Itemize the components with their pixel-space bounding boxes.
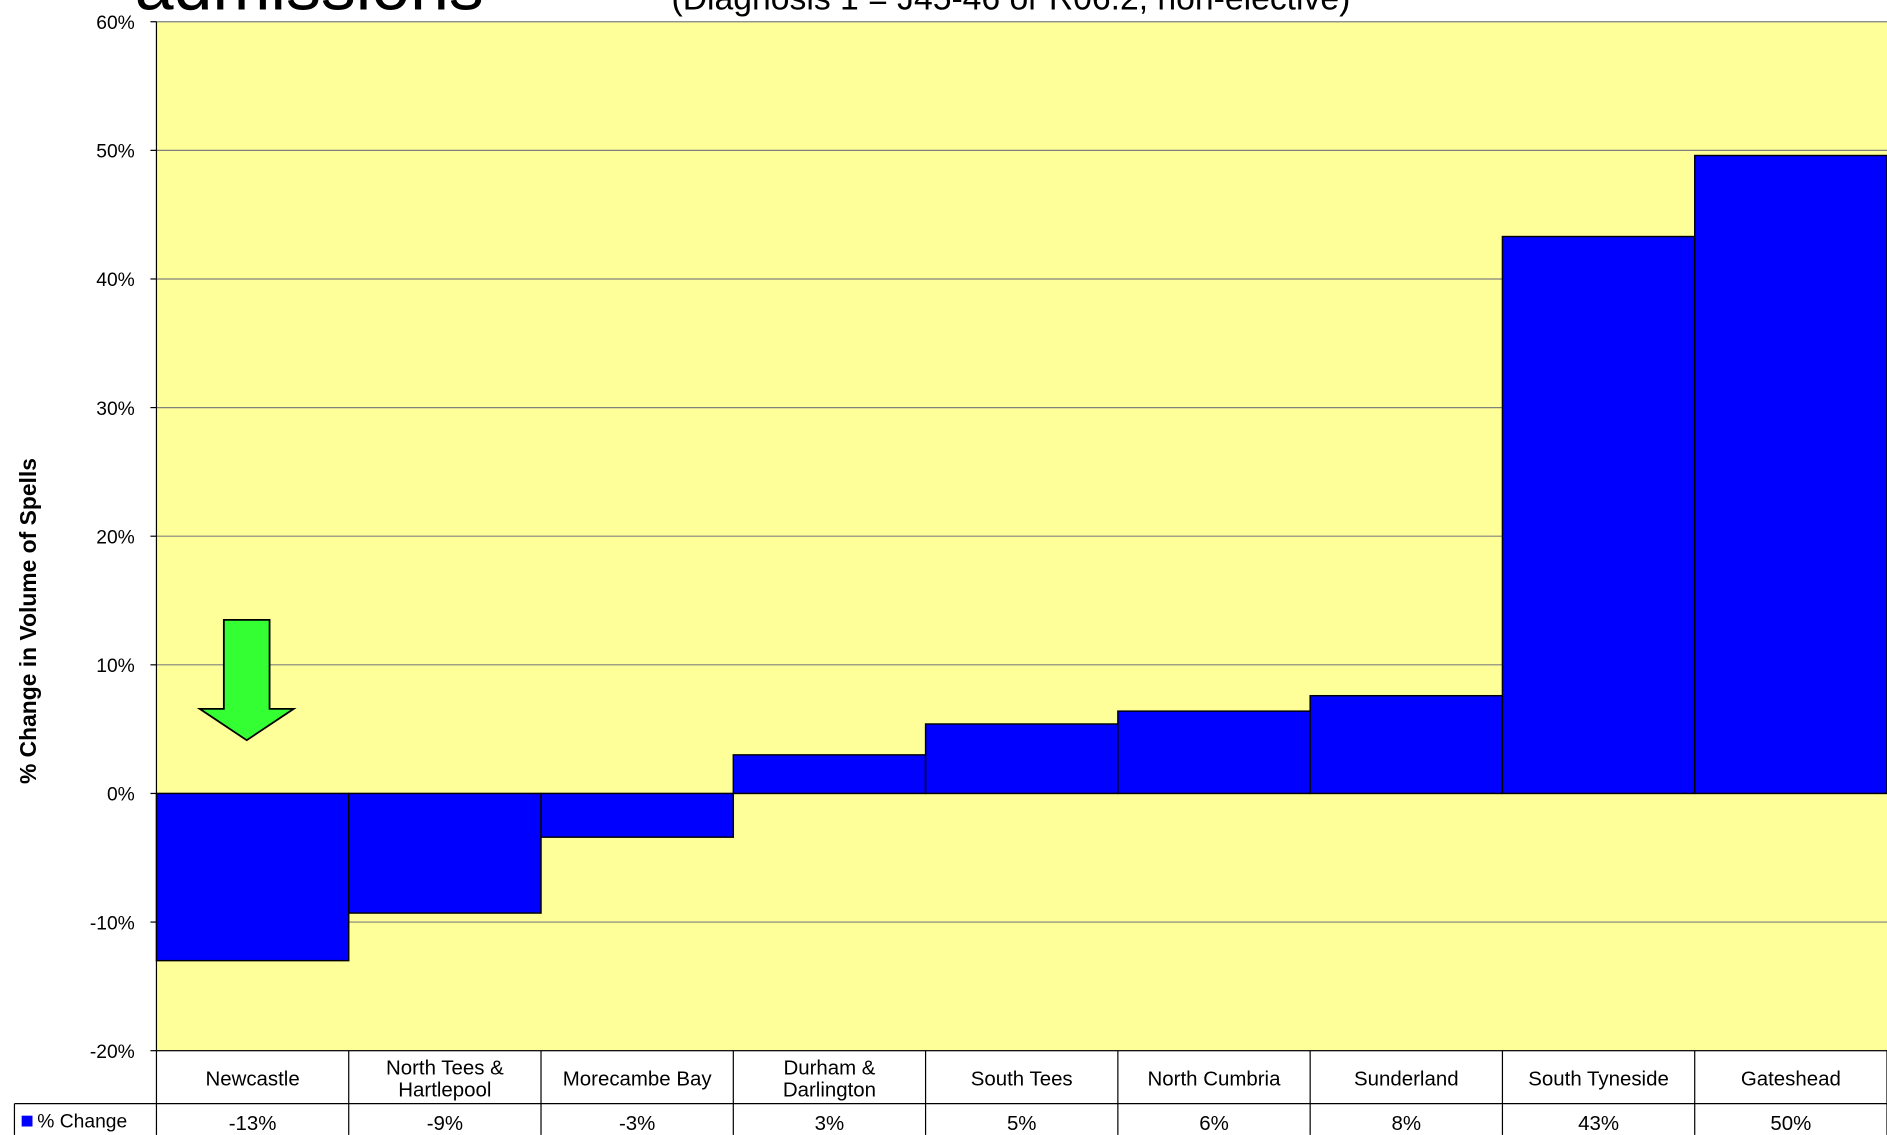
chart-title: admissions <box>135 0 484 25</box>
value-label: 43% <box>1578 1112 1619 1135</box>
bar <box>155 792 350 962</box>
arrow-annotation <box>196 618 297 742</box>
x-tick-label: Morecambe Bay <box>563 1068 713 1091</box>
legend-label: % Change <box>37 1112 127 1133</box>
bar <box>1117 710 1311 795</box>
y-tick-label: 30% <box>96 399 135 420</box>
x-tick-label: Sunderland <box>1354 1068 1459 1091</box>
bar <box>732 754 927 795</box>
y-tick-label: 60% <box>96 13 135 34</box>
bar <box>1501 235 1696 795</box>
y-tick-label: 20% <box>96 527 135 548</box>
x-tick-label: South Tyneside <box>1528 1068 1669 1091</box>
value-label: 5% <box>1007 1112 1037 1135</box>
bar <box>348 792 542 914</box>
value-label: 3% <box>815 1112 845 1135</box>
legend-swatch <box>21 1115 33 1127</box>
value-label: 8% <box>1392 1112 1422 1135</box>
chart-subtitle: (Diagnosis 1 = J45-46 or R06.2, non-elec… <box>672 0 1351 18</box>
x-tick-label: Durham & Darlington <box>783 1057 876 1102</box>
x-tick-label: North Cumbria <box>1148 1068 1282 1091</box>
y-tick-label: -10% <box>90 913 135 934</box>
bar <box>1309 694 1504 795</box>
bar <box>924 723 1119 795</box>
bar <box>540 792 735 838</box>
value-label: -9% <box>427 1112 463 1135</box>
y-tick-label: 0% <box>107 785 135 806</box>
value-label: -13% <box>229 1112 277 1135</box>
y-axis-label: % Change in Volume of Spells <box>15 458 41 784</box>
x-tick-label: North Tees & Hartlepool <box>386 1057 504 1102</box>
value-label: 6% <box>1199 1112 1229 1135</box>
value-label: 50% <box>1770 1112 1811 1135</box>
y-tick-label: 40% <box>96 270 135 291</box>
bar <box>1693 154 1887 795</box>
y-tick-label: 10% <box>96 656 135 677</box>
x-tick-label: Gateshead <box>1741 1068 1841 1091</box>
y-tick-label: 50% <box>96 142 135 163</box>
y-tick-label: -20% <box>90 1042 135 1063</box>
x-tick-label: South Tees <box>971 1068 1073 1091</box>
x-tick-label: Newcastle <box>205 1068 299 1091</box>
value-label: -3% <box>619 1112 655 1135</box>
